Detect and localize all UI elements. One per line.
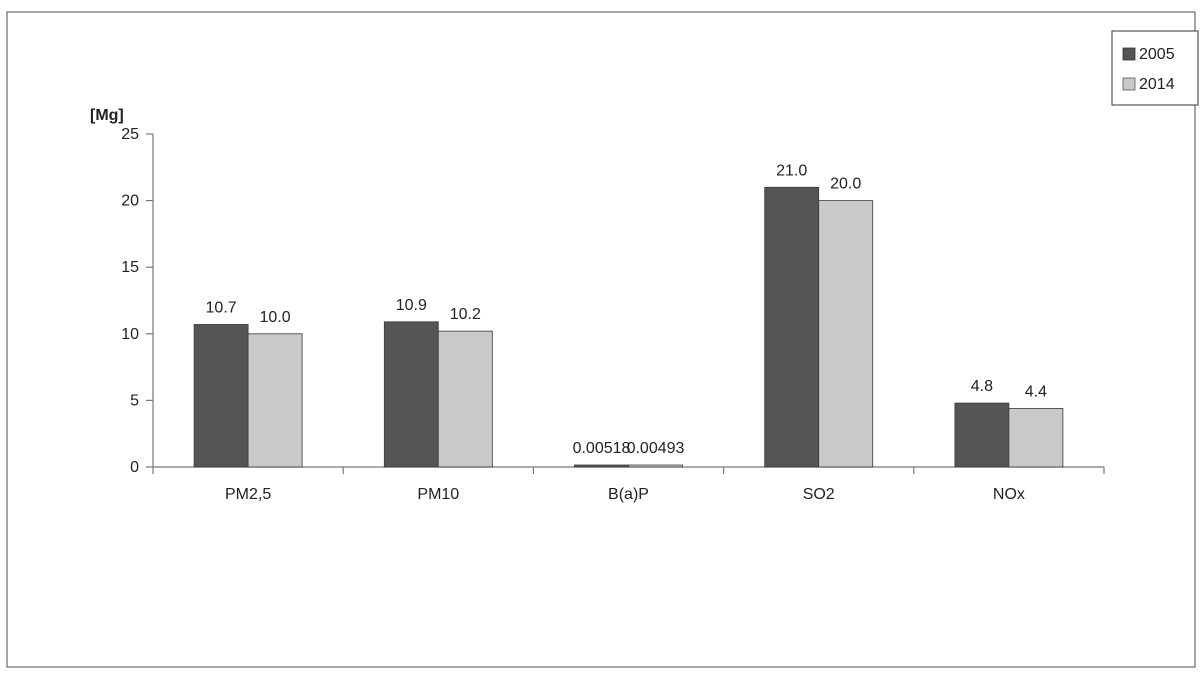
y-tick-label: 25	[121, 126, 139, 143]
x-tick-label: PM10	[417, 486, 459, 503]
bar-2005-B(a)P	[574, 464, 629, 468]
data-label: 4.8	[971, 378, 993, 395]
data-label: 10.0	[260, 309, 291, 326]
data-label: 10.7	[206, 299, 237, 316]
legend-swatch-2005	[1122, 47, 1136, 61]
y-tick-label: 15	[121, 259, 139, 276]
bar-2014-B(a)P	[628, 464, 683, 468]
bar-2014-PM10	[437, 330, 493, 468]
y-ticks: 0 5 10 15 20 25	[121, 126, 153, 476]
data-label: 10.2	[450, 306, 481, 323]
y-tick-label: 20	[121, 193, 139, 210]
bars	[193, 186, 1064, 468]
data-label: 4.4	[1025, 383, 1047, 400]
y-tick-label: 5	[130, 392, 139, 409]
bar-2005-PM2,5	[193, 324, 249, 468]
y-tick-label: 10	[121, 326, 139, 343]
legend: 2005 2014	[1111, 30, 1199, 106]
x-ticks	[152, 467, 1105, 474]
chart-border	[6, 11, 1196, 668]
bar-2005-SO2	[764, 186, 820, 468]
data-label: 20.0	[830, 176, 861, 193]
bar-2005-PM10	[383, 321, 439, 468]
data-label: 21.0	[776, 162, 807, 179]
data-label: 0.00493	[627, 440, 685, 457]
x-tick-label: NOx	[993, 486, 1025, 503]
bar-2014-PM2,5	[247, 333, 303, 468]
x-tick-label: PM2,5	[225, 486, 271, 503]
legend-label-2014: 2014	[1139, 76, 1175, 93]
x-tick-label: B(a)P	[608, 486, 649, 503]
y-tick-label: 0	[130, 459, 139, 476]
legend-swatch-2014	[1122, 77, 1136, 91]
bar-2014-SO2	[818, 200, 874, 468]
legend-box	[1111, 30, 1199, 106]
legend-label-2005: 2005	[1139, 46, 1175, 63]
data-label: 0.00518	[573, 440, 631, 457]
y-axis-label: [Mg]	[90, 107, 124, 124]
data-label: 10.9	[396, 297, 427, 314]
x-tick-labels: PM2,5 PM10 B(a)P SO2 NOx	[225, 486, 1025, 503]
x-tick-label: SO2	[803, 486, 835, 503]
bar-2005-NOx	[954, 402, 1010, 468]
bar-2014-NOx	[1008, 407, 1064, 468]
